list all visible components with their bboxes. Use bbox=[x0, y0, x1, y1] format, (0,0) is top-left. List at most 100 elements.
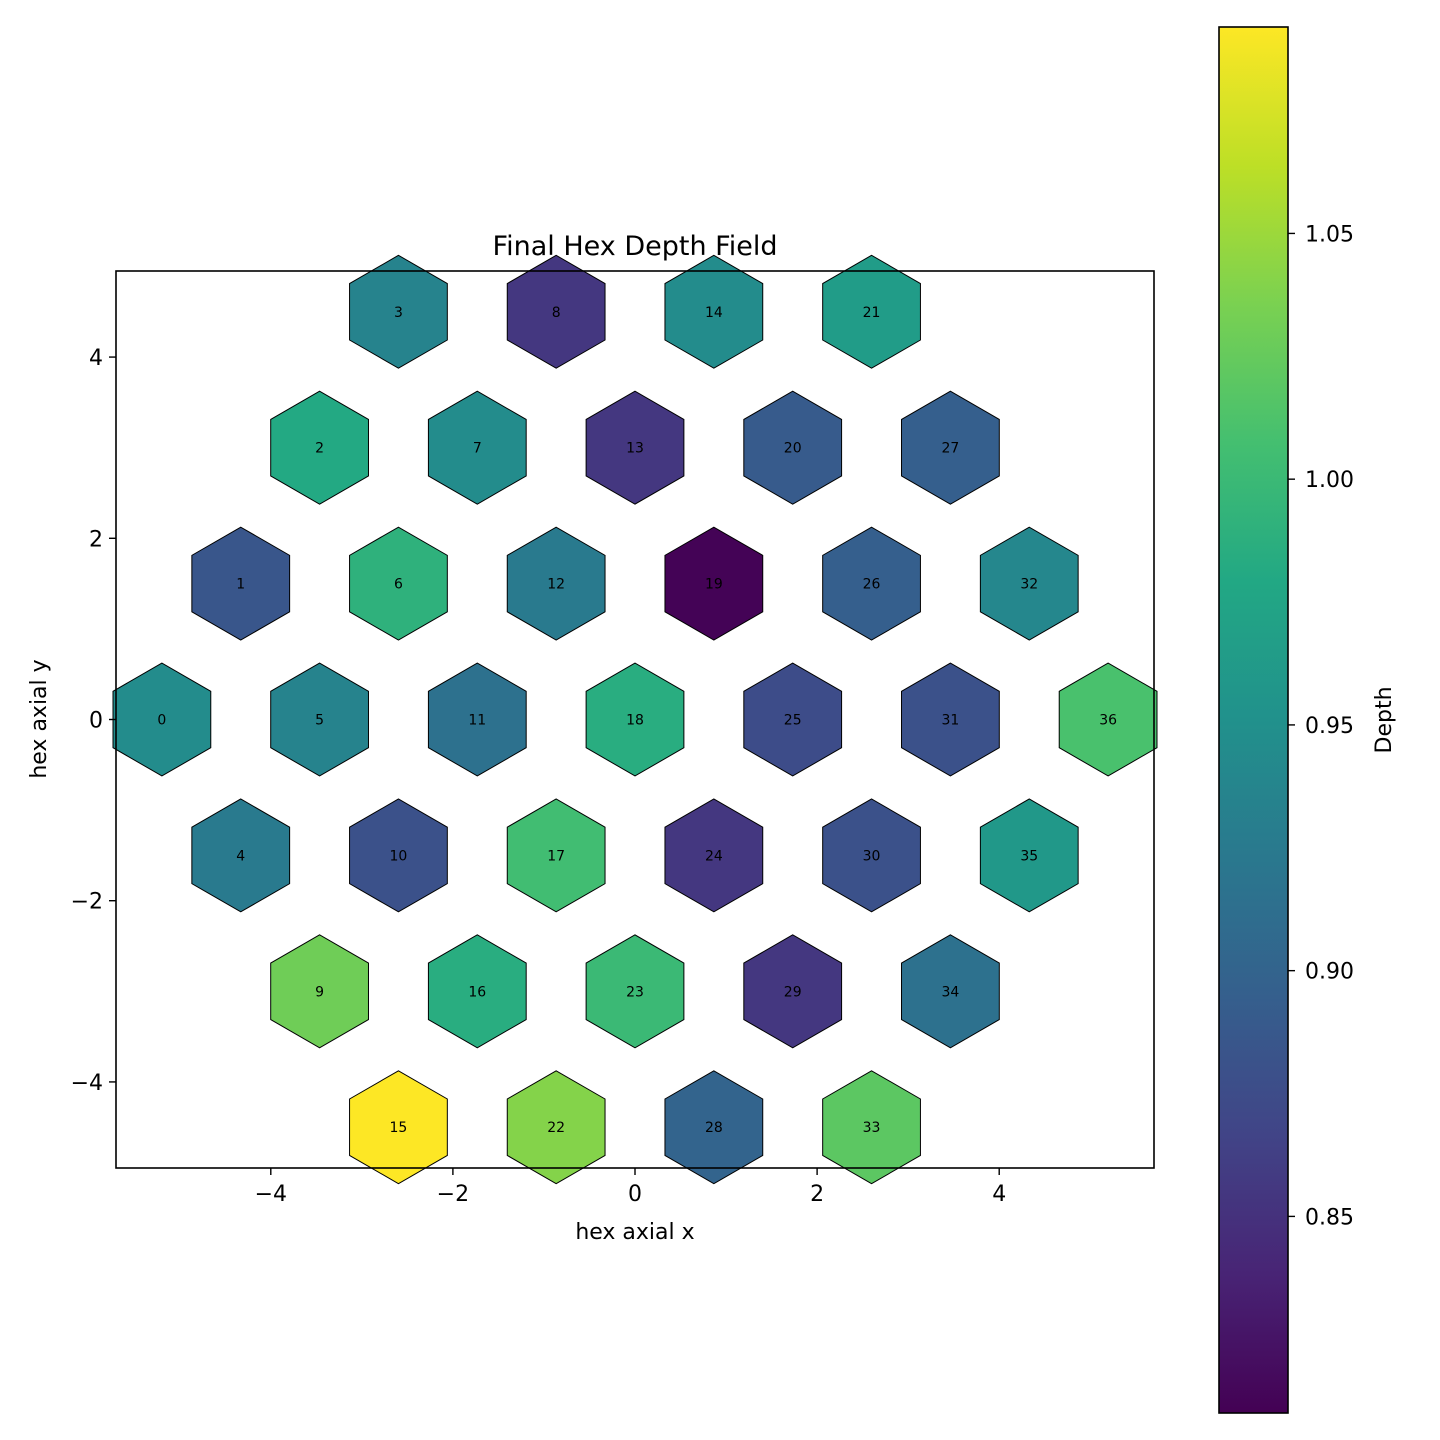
hex-cell-shape bbox=[506, 798, 606, 913]
hex-cell: 30 bbox=[822, 798, 921, 913]
colorbar-label: Depth bbox=[1372, 686, 1397, 753]
hex-cell-shape bbox=[901, 934, 1000, 1049]
hex-cell-shape bbox=[664, 1070, 764, 1185]
hex-cell: 3 bbox=[349, 254, 448, 369]
hex-cell-label: 27 bbox=[941, 441, 959, 457]
hex-cell-shape bbox=[191, 526, 291, 641]
hex-cell: 16 bbox=[427, 934, 527, 1049]
hex-cell: 20 bbox=[743, 390, 843, 505]
hex-cell-shape bbox=[270, 662, 369, 777]
hex-cell-shape bbox=[743, 390, 843, 505]
hex-cell-label: 28 bbox=[705, 1120, 723, 1136]
hex-cell-label: 36 bbox=[1099, 713, 1117, 729]
hex-cell-shape bbox=[506, 526, 606, 641]
x-tick-label: 4 bbox=[992, 1182, 1006, 1207]
hex-cell: 15 bbox=[349, 1070, 448, 1185]
hex-cell-label: 13 bbox=[626, 441, 644, 457]
hex-cell-label: 4 bbox=[236, 848, 245, 864]
hex-cell-label: 7 bbox=[473, 441, 482, 457]
hex-cell-shape bbox=[664, 798, 764, 913]
hex-cell-shape bbox=[349, 1070, 448, 1185]
hex-cell-shape bbox=[270, 934, 369, 1049]
hex-cell-shape bbox=[506, 254, 606, 369]
hex-cell-shape bbox=[822, 798, 921, 913]
hex-cell-shape bbox=[585, 390, 685, 505]
colorbar-tick-label: 0.85 bbox=[1305, 1205, 1354, 1230]
hex-cell-label: 21 bbox=[863, 305, 881, 321]
hex-cell: 26 bbox=[822, 526, 921, 641]
colorbar-gradient bbox=[1218, 26, 1289, 1414]
hex-cell: 6 bbox=[349, 526, 448, 641]
hex-cell-label: 31 bbox=[941, 713, 959, 729]
hex-cell-label: 14 bbox=[705, 305, 723, 321]
y-tick-label: −4 bbox=[71, 1071, 103, 1096]
hex-cell-label: 25 bbox=[784, 713, 802, 729]
hex-cell-shape bbox=[349, 254, 448, 369]
hex-cell: 11 bbox=[427, 662, 527, 777]
hex-cell: 27 bbox=[901, 390, 1000, 505]
hex-cell-label: 12 bbox=[547, 577, 565, 593]
hex-cell-shape bbox=[112, 662, 212, 777]
hex-cell-label: 8 bbox=[552, 305, 561, 321]
hex-cell: 13 bbox=[585, 390, 685, 505]
hex-cell: 1 bbox=[191, 526, 291, 641]
x-axis-label: hex axial x bbox=[575, 1220, 694, 1245]
hex-cell-label: 0 bbox=[157, 713, 166, 729]
hex-cell-shape bbox=[585, 662, 685, 777]
colorbar: 1.05 1.00 0.95 0.90 0.85 bbox=[1218, 26, 1354, 1414]
hex-cell: 36 bbox=[1058, 662, 1158, 777]
hex-cell-shape bbox=[585, 934, 685, 1049]
hex-cell-shape bbox=[427, 934, 527, 1049]
y-tick-label: 2 bbox=[89, 527, 103, 552]
hex-cell-shape bbox=[664, 254, 764, 369]
hex-cell-shape bbox=[506, 1070, 606, 1185]
y-tick-label: 0 bbox=[89, 709, 103, 734]
hex-cell-label: 18 bbox=[626, 713, 644, 729]
hex-cell: 25 bbox=[743, 662, 843, 777]
plot-area: 0123456789101112131415161718192021222324… bbox=[112, 254, 1158, 1185]
hex-cell: 31 bbox=[901, 662, 1000, 777]
hex-cell-label: 1 bbox=[236, 577, 245, 593]
hex-cell-shape bbox=[979, 526, 1079, 641]
hex-cell: 23 bbox=[585, 934, 685, 1049]
hex-cell: 34 bbox=[901, 934, 1000, 1049]
hex-cell-shape bbox=[822, 526, 921, 641]
x-tick-label: −2 bbox=[437, 1182, 469, 1207]
hex-cell-label: 32 bbox=[1020, 577, 1038, 593]
hex-cell-shape bbox=[743, 934, 843, 1049]
hex-cell: 33 bbox=[822, 1070, 921, 1185]
hex-cell-label: 17 bbox=[547, 848, 565, 864]
x-tick-label: −4 bbox=[255, 1182, 287, 1207]
hex-cell-label: 22 bbox=[547, 1120, 565, 1136]
hex-cell-label: 29 bbox=[784, 984, 802, 1000]
hex-cell-shape bbox=[822, 254, 921, 369]
hex-cell-label: 24 bbox=[705, 848, 723, 864]
hex-cell: 32 bbox=[979, 526, 1079, 641]
hex-cell-shape bbox=[1058, 662, 1158, 777]
hex-cell: 19 bbox=[664, 526, 764, 641]
hex-cell: 0 bbox=[112, 662, 212, 777]
hex-cell: 10 bbox=[349, 798, 448, 913]
hex-cell-shape bbox=[743, 662, 843, 777]
hex-cell-shape bbox=[427, 390, 527, 505]
hex-cell: 21 bbox=[822, 254, 921, 369]
colorbar-tick-label: 1.05 bbox=[1305, 222, 1354, 247]
hex-cell: 2 bbox=[270, 390, 369, 505]
hex-cell: 17 bbox=[506, 798, 606, 913]
hex-cell: 24 bbox=[664, 798, 764, 913]
hex-cell-label: 9 bbox=[315, 984, 324, 1000]
hex-cell-label: 6 bbox=[394, 577, 403, 593]
hex-cell-label: 26 bbox=[863, 577, 881, 593]
hex-cell-label: 16 bbox=[468, 984, 486, 1000]
hex-cell-shape bbox=[664, 526, 764, 641]
colorbar-tick-label: 0.90 bbox=[1305, 960, 1354, 985]
hex-cell-label: 15 bbox=[390, 1120, 408, 1136]
hex-cell-label: 34 bbox=[941, 984, 959, 1000]
y-axis-label: hex axial y bbox=[27, 659, 52, 778]
hex-cell: 18 bbox=[585, 662, 685, 777]
hex-cell-shape bbox=[979, 798, 1079, 913]
hex-cell: 5 bbox=[270, 662, 369, 777]
x-tick-label: 0 bbox=[628, 1182, 642, 1207]
hex-cell: 28 bbox=[664, 1070, 764, 1185]
